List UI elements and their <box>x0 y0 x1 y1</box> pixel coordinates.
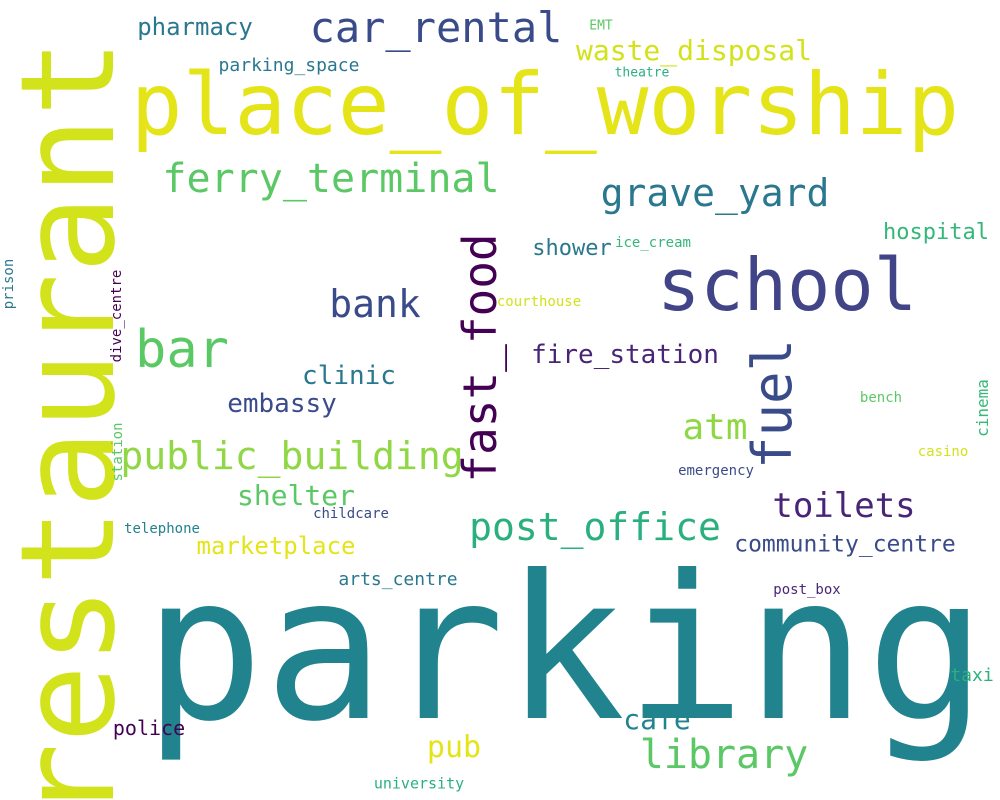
word-taxi: taxi <box>950 665 994 686</box>
word-cinema: cinema <box>973 379 992 437</box>
word-library: library <box>639 732 809 778</box>
word-post-box: post_box <box>773 582 841 598</box>
word-emergency: emergency <box>678 463 754 479</box>
word-bank: bank <box>329 282 421 326</box>
word-prison: prison <box>1 258 17 310</box>
word-fire-station: fire_station <box>531 340 719 370</box>
word-fast-food: fast_food <box>453 233 507 483</box>
word-car-rental: car_rental <box>309 3 563 52</box>
word-waste-disposal: waste_disposal <box>575 34 813 67</box>
word-parking-space: parking_space <box>218 55 360 76</box>
word-police: police <box>112 716 186 740</box>
word-pharmacy: pharmacy <box>137 13 253 41</box>
word-bar: bar <box>135 320 229 380</box>
word-ferry-terminal: ferry_terminal <box>162 156 500 202</box>
word-parking: parking <box>143 533 987 766</box>
word-hospital: hospital <box>883 220 989 245</box>
word-grave-yard: grave_yard <box>600 171 830 215</box>
word-shower: shower <box>532 236 612 261</box>
word-shelter: shelter <box>236 479 356 512</box>
word-public-building: public_building <box>120 434 464 478</box>
word-atm: atm <box>682 407 748 448</box>
word-place-of-worship: place_of_worship <box>130 55 960 155</box>
word-ice-cream: ice_cream <box>615 235 691 251</box>
word-school: school <box>656 243 918 327</box>
word-childcare: childcare <box>313 506 389 522</box>
word-community-centre: community_centre <box>734 531 956 558</box>
word-courthouse: courthouse <box>496 294 582 310</box>
word-restaurant: restaurant <box>0 38 144 800</box>
word-dive-centre: dive_centre <box>109 269 125 363</box>
word-pub: pub <box>426 730 482 765</box>
word-post-office: post_office <box>469 505 721 549</box>
word-station: station <box>110 422 126 482</box>
word-embassy: embassy <box>227 389 337 419</box>
word-toilets: toilets <box>772 486 916 526</box>
word-arts-centre: arts_centre <box>338 569 458 590</box>
word-marketplace: marketplace <box>196 532 356 560</box>
word-clinic: clinic <box>302 361 396 391</box>
word-telephone: telephone <box>124 521 200 537</box>
word-bench: bench <box>859 390 903 406</box>
word-university: university <box>373 774 465 793</box>
word-fuel: fuel <box>741 338 804 470</box>
word-cafe: cafe <box>623 703 691 736</box>
word-emt: EMT <box>589 18 613 34</box>
word-casino: casino <box>917 444 969 460</box>
word-theatre: theatre <box>614 65 670 81</box>
